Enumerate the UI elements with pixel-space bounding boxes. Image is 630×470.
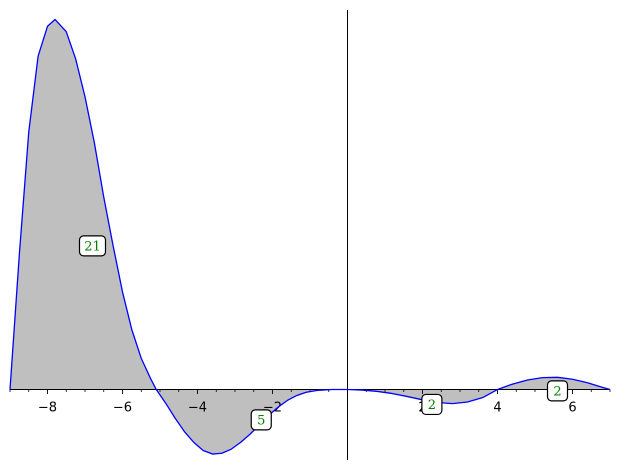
- x-tick-label: 4: [493, 401, 501, 416]
- x-axis-ticks: −8−6−4−2246: [9, 389, 611, 416]
- area-fill-layer: [10, 19, 610, 455]
- area-fill: [10, 19, 610, 455]
- area-value-label-box: [78, 235, 107, 257]
- area-value-label-box: [250, 409, 272, 431]
- area-value-label-box: [421, 393, 443, 416]
- area-value-label-box: [546, 380, 569, 402]
- area-value-label-text: 21: [84, 239, 101, 254]
- area-value-label-text: 2: [553, 384, 561, 399]
- area-value-label-text: 2: [428, 398, 436, 413]
- area-value-label: 21: [78, 235, 107, 257]
- area-value-label: 2: [546, 380, 569, 402]
- area-annotations: 21 5 2 2: [78, 235, 569, 431]
- x-tick-label: 6: [568, 401, 576, 416]
- x-tick-label: −8: [38, 401, 57, 416]
- x-tick-label: −6: [113, 401, 132, 416]
- area-value-label: 2: [421, 393, 443, 416]
- area-value-label: 5: [250, 409, 272, 431]
- area-value-label-text: 5: [257, 413, 265, 428]
- x-tick-label: −4: [188, 401, 207, 416]
